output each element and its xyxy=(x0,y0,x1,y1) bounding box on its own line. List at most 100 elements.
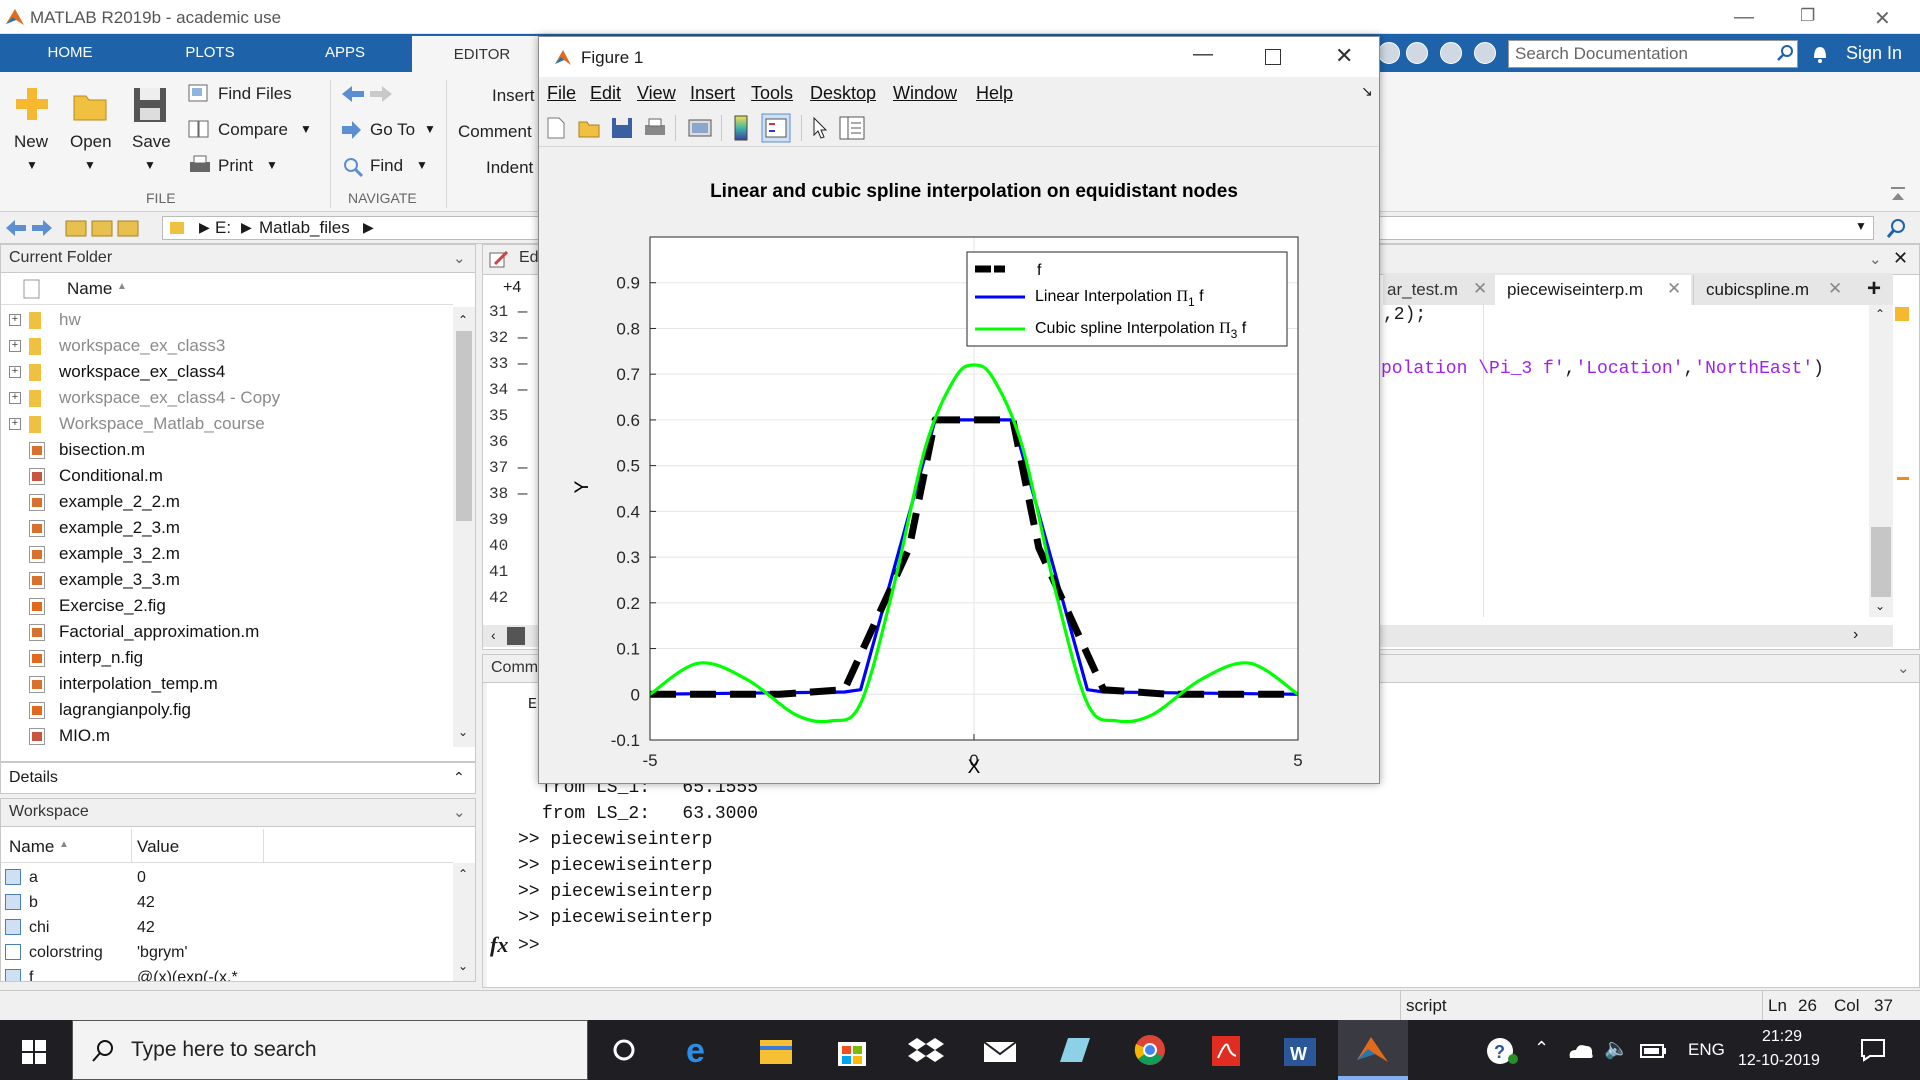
new-figure-icon[interactable] xyxy=(545,117,567,139)
menu-insert[interactable]: Insert xyxy=(690,83,736,103)
workspace-variable-row[interactable]: f @(x)(exp(-(x.* xyxy=(1,965,453,981)
file-list-item[interactable]: Conditional.m xyxy=(1,463,441,489)
minimize-icon[interactable]: — xyxy=(1734,6,1754,28)
community-icon[interactable] xyxy=(1474,42,1496,64)
scroll-down-icon[interactable]: ⌄ xyxy=(1875,599,1886,613)
close-tab-icon[interactable]: ✕ xyxy=(1473,279,1488,298)
print-button[interactable]: Print xyxy=(218,156,253,175)
nav-back-forward-icon[interactable] xyxy=(4,218,54,238)
tab-ar-test[interactable]: ar_test.m ✕ xyxy=(1383,275,1493,305)
edge-browser-icon[interactable]: e xyxy=(680,1032,720,1068)
figure-maximize-icon[interactable] xyxy=(1265,49,1281,65)
open-button[interactable]: Open xyxy=(70,132,112,151)
menu-view[interactable]: View xyxy=(637,83,676,103)
tab-home[interactable]: HOME xyxy=(47,44,93,61)
new-tab-icon[interactable]: + xyxy=(1867,275,1882,302)
notifications-icon[interactable] xyxy=(1860,1038,1886,1062)
workspace-variable-row[interactable]: chi 42 xyxy=(1,915,453,940)
scrollbar-thumb[interactable] xyxy=(456,331,472,521)
battery-icon[interactable] xyxy=(1640,1042,1668,1060)
menu-file[interactable]: File xyxy=(547,83,577,103)
tab-cubicspline[interactable]: cubicspline.m ✕ xyxy=(1693,275,1849,305)
clock-date[interactable]: 12-10-2019 xyxy=(1738,1052,1820,1069)
details-panel[interactable]: Details ⌃ xyxy=(0,762,476,794)
layout-icon[interactable] xyxy=(1406,42,1428,64)
acrobat-icon[interactable] xyxy=(1206,1032,1246,1068)
workspace-variable-row[interactable]: colorstring 'bgrym' xyxy=(1,940,453,965)
colorbar-icon[interactable] xyxy=(733,115,749,141)
figure-close-icon[interactable]: ✕ xyxy=(1335,43,1354,68)
file-list-item[interactable]: + hw xyxy=(1,307,441,333)
path-folder[interactable]: Matlab_files xyxy=(259,218,350,237)
menu-help[interactable]: Help xyxy=(976,83,1014,103)
expand-details-icon[interactable]: ⌃ xyxy=(453,769,465,785)
editor-menu-icon[interactable]: ⌄ xyxy=(1869,251,1882,268)
tab-plots[interactable]: PLOTS xyxy=(185,44,235,61)
matlab-taskbar-active[interactable] xyxy=(1338,1020,1408,1080)
find-files-button[interactable]: Find Files xyxy=(218,84,292,103)
go-to-dropdown-icon[interactable]: ▼ xyxy=(424,122,436,136)
scroll-right-icon[interactable]: › xyxy=(1853,626,1859,643)
file-explorer-icon[interactable] xyxy=(756,1032,796,1068)
analyzer-warning-icon[interactable] xyxy=(1895,307,1909,321)
legend-icon[interactable] xyxy=(761,113,791,143)
restore-icon[interactable]: ❐ xyxy=(1800,6,1816,25)
file-list-item[interactable]: + workspace_ex_class4 xyxy=(1,359,441,385)
close-icon[interactable]: ✕ xyxy=(1874,8,1891,30)
search-icon[interactable] xyxy=(1776,44,1794,62)
menu-edit[interactable]: Edit xyxy=(590,83,622,103)
back-forward-icon[interactable] xyxy=(340,84,394,104)
open-file-icon[interactable] xyxy=(577,117,601,139)
property-inspector-icon[interactable] xyxy=(839,116,865,140)
file-list-item[interactable]: Factorial_approximation.m xyxy=(1,619,441,645)
code-line-1[interactable]: ,2); xyxy=(1383,305,1426,325)
language-indicator[interactable]: ENG xyxy=(1688,1040,1725,1059)
browse-search-icon[interactable] xyxy=(1886,218,1908,240)
file-list-item[interactable]: interp_n.fig xyxy=(1,645,441,671)
code-line-2[interactable]: polation \Pi_3 f','Location','NorthEast'… xyxy=(1381,359,1824,379)
print-figure-icon[interactable] xyxy=(643,117,667,139)
comment-button[interactable]: Comment xyxy=(458,122,532,141)
scrollbar-thumb[interactable] xyxy=(507,627,525,645)
file-list-item[interactable]: lagrangianpoly.fig xyxy=(1,697,441,723)
find-button[interactable]: Find xyxy=(370,156,404,175)
new-dropdown-icon[interactable]: ▼ xyxy=(26,158,38,172)
new-button[interactable]: New xyxy=(14,132,49,151)
help-icon[interactable] xyxy=(1440,42,1462,64)
collapse-ribbon-icon[interactable] xyxy=(1888,184,1908,204)
clock-time[interactable]: 21:29 xyxy=(1762,1028,1803,1045)
compare-dropdown-icon[interactable]: ▼ xyxy=(300,122,312,136)
tab-editor[interactable]: EDITOR xyxy=(412,34,552,72)
file-list-item[interactable]: + workspace_ex_class3 xyxy=(1,333,441,359)
workspace-variable-row[interactable]: b 42 xyxy=(1,890,453,915)
scroll-up-icon[interactable]: ⌃ xyxy=(1875,307,1886,321)
file-list-item[interactable]: example_3_3.m xyxy=(1,567,441,593)
file-list-item[interactable]: Exercise_2.fig xyxy=(1,593,441,619)
dock-figure-icon[interactable]: ↘ xyxy=(1361,83,1373,99)
folder-toolbar-icon[interactable] xyxy=(64,217,160,239)
plot-axes[interactable]: -0.1 0 0.1 0.2 0.3 0.4 0.5 0.6 0.7 0.8 0.9 -5 0 5 Li… xyxy=(539,147,1379,783)
task-view-icon[interactable] xyxy=(604,1032,644,1068)
tab-apps[interactable]: APPS xyxy=(324,44,366,61)
file-list-item[interactable]: interpolation_temp.m xyxy=(1,671,441,697)
tab-piecewiseinterp[interactable]: piecewiseinterp.m ✕ xyxy=(1495,275,1691,307)
menu-desktop[interactable]: Desktop xyxy=(810,83,877,103)
function-browser-icon[interactable]: fx xyxy=(490,932,509,957)
search-documentation-input[interactable]: Search Documentation xyxy=(1508,40,1798,68)
workspace-scrollbar[interactable]: ⌃ ⌄ xyxy=(453,863,475,981)
indent-button[interactable]: Indent xyxy=(486,158,534,177)
file-list-item[interactable]: + workspace_ex_class4 - Copy xyxy=(1,385,441,411)
path-dropdown-icon[interactable]: ▼ xyxy=(1855,219,1867,233)
help-tray-icon[interactable]: ? xyxy=(1484,1036,1520,1066)
go-to-button[interactable]: Go To xyxy=(370,120,416,139)
expand-folder-icon[interactable]: + xyxy=(9,392,21,404)
store-icon[interactable] xyxy=(832,1032,872,1068)
command-prompt[interactable]: >> xyxy=(518,936,540,956)
editor-vscrollbar[interactable]: ⌃ ⌄ xyxy=(1869,305,1893,617)
menu-window[interactable]: Window xyxy=(893,83,958,103)
panel-menu-icon[interactable]: ⌄ xyxy=(453,250,466,267)
file-list-item[interactable]: example_2_3.m xyxy=(1,515,441,541)
windows-start-icon[interactable] xyxy=(22,1040,46,1064)
scroll-up-icon[interactable]: ⌃ xyxy=(458,313,469,327)
analyzer-marker[interactable] xyxy=(1897,477,1909,480)
